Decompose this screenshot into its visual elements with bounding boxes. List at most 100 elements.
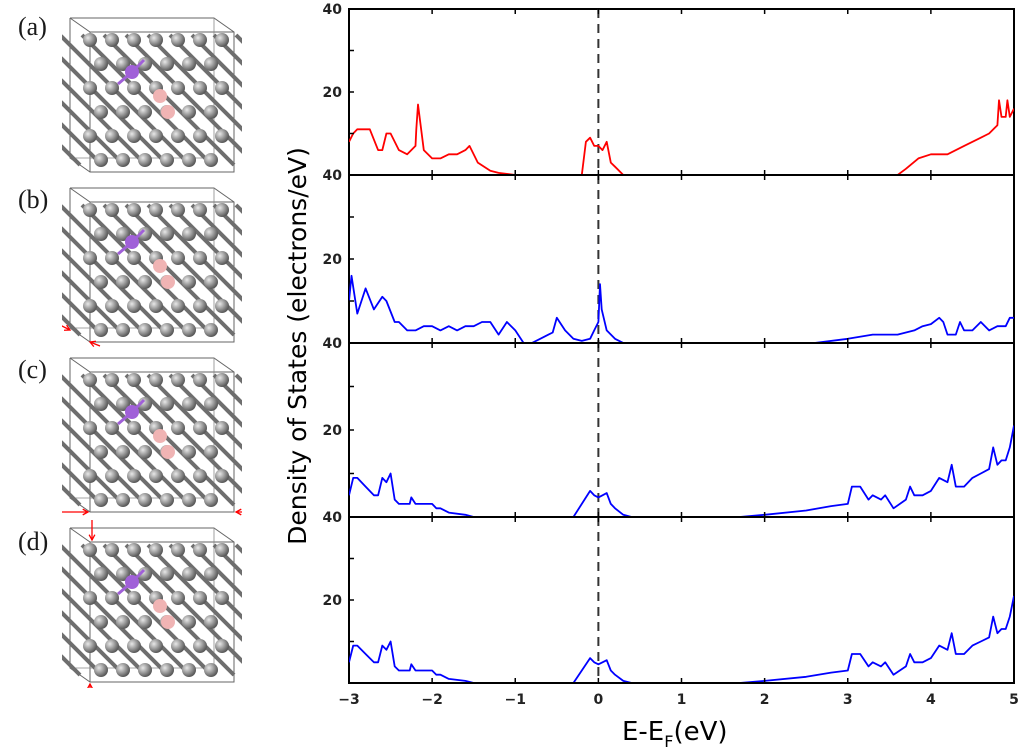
carbon-atom: [171, 543, 185, 557]
carbon-atom: [94, 663, 108, 677]
carbon-atom: [138, 153, 152, 167]
carbon-atom: [182, 567, 196, 581]
carbon-atom: [204, 397, 218, 411]
carbon-atom: [149, 639, 163, 653]
bond-network: [62, 33, 242, 167]
carbon-atom: [193, 639, 207, 653]
carbon-atom: [182, 323, 196, 337]
carbon-atom: [83, 299, 97, 313]
carbon-atom: [149, 129, 163, 143]
carbon-atom: [94, 323, 108, 337]
carbon-atom: [215, 33, 229, 47]
carbon-atom: [193, 203, 207, 217]
strain-arrow-icon: [88, 340, 101, 348]
carbon-atom: [182, 663, 196, 677]
carbon-atom: [204, 57, 218, 71]
carbon-atom: [94, 567, 108, 581]
carbon-atom: [160, 567, 174, 581]
x-tick-label: −2: [421, 692, 442, 708]
dopant-bond: [117, 580, 133, 596]
dopant-atom-pink: [153, 259, 167, 273]
panel-label-b: (b): [18, 185, 49, 214]
carbon-atom: [83, 591, 97, 605]
carbon-atom: [193, 543, 207, 557]
bond-network: [62, 373, 242, 507]
panel-frame-b: [348, 174, 1015, 344]
dos-series-a: [349, 99, 1014, 174]
dopant-atom-pink: [153, 599, 167, 613]
dos-panel-c: 40 20: [323, 336, 1015, 518]
carbon-atom: [204, 323, 218, 337]
carbon-atom: [193, 299, 207, 313]
dopant-atom-pink: [153, 429, 167, 443]
dopant-bond: [117, 410, 133, 426]
carbon-atom: [215, 81, 229, 95]
carbon-atom: [83, 81, 97, 95]
x-tick-label: −1: [505, 692, 526, 708]
x-tick-label: 3: [843, 692, 853, 708]
carbon-atom: [215, 129, 229, 143]
carbon-atom: [127, 81, 141, 95]
strain-arrow-icon: [87, 682, 93, 688]
carbon-atoms: [83, 543, 229, 677]
carbon-atom: [182, 397, 196, 411]
carbon-atom: [83, 639, 97, 653]
dopant-bond: [117, 70, 133, 86]
y-tick-label-20: 20: [323, 252, 343, 268]
x-tick-label: 4: [926, 692, 936, 708]
dopant-atom-pink: [161, 275, 175, 289]
carbon-atom: [171, 373, 185, 387]
y-tick-label-40: 40: [323, 168, 343, 184]
carbon-atom: [116, 323, 130, 337]
carbon-atom: [182, 445, 196, 459]
carbon-atom: [215, 543, 229, 557]
dos-panel-a: 40 20: [323, 2, 1015, 176]
y-axis-title: Density of States (electrons/eV): [283, 147, 312, 545]
x-axis-title-main: E-E: [622, 717, 664, 747]
carbon-atom: [116, 57, 130, 71]
carbon-atom: [171, 81, 185, 95]
carbon-atom: [160, 323, 174, 337]
carbon-atom: [138, 615, 152, 629]
carbon-atom: [149, 543, 163, 557]
carbon-atom: [83, 543, 97, 557]
carbon-atom: [204, 567, 218, 581]
carbon-atom: [193, 421, 207, 435]
carbon-atom: [171, 129, 185, 143]
carbon-atom: [83, 469, 97, 483]
carbon-atom: [116, 493, 130, 507]
carbon-atom: [171, 203, 185, 217]
dopant-atom-pink: [161, 445, 175, 459]
carbon-atom: [182, 105, 196, 119]
carbon-atom: [83, 251, 97, 265]
carbon-atom: [127, 373, 141, 387]
carbon-atom: [116, 275, 130, 289]
carbon-atom: [138, 105, 152, 119]
carbon-atom: [105, 373, 119, 387]
carbon-atom: [83, 373, 97, 387]
crystal-structure-c: [62, 357, 242, 516]
crystal-structure-b: [62, 187, 242, 348]
carbon-atom: [204, 227, 218, 241]
carbon-atom: [127, 299, 141, 313]
bond-network: [62, 543, 242, 677]
carbon-atom: [160, 663, 174, 677]
y-tick-label-20: 20: [323, 423, 343, 439]
dos-series-c: [349, 425, 1014, 516]
carbon-atom: [105, 543, 119, 557]
carbon-atom: [215, 203, 229, 217]
carbon-atom: [204, 153, 218, 167]
carbon-atom: [127, 591, 141, 605]
carbon-atom: [94, 493, 108, 507]
y-tick-label-20: 20: [323, 593, 343, 609]
carbon-atom: [215, 373, 229, 387]
carbon-atom: [215, 299, 229, 313]
carbon-atom: [127, 421, 141, 435]
carbon-atom: [171, 639, 185, 653]
crystal-structure-a: [62, 17, 242, 173]
carbon-atom: [94, 445, 108, 459]
dos-series-b: [349, 274, 1014, 342]
carbon-atom: [116, 227, 130, 241]
carbon-atom: [160, 227, 174, 241]
